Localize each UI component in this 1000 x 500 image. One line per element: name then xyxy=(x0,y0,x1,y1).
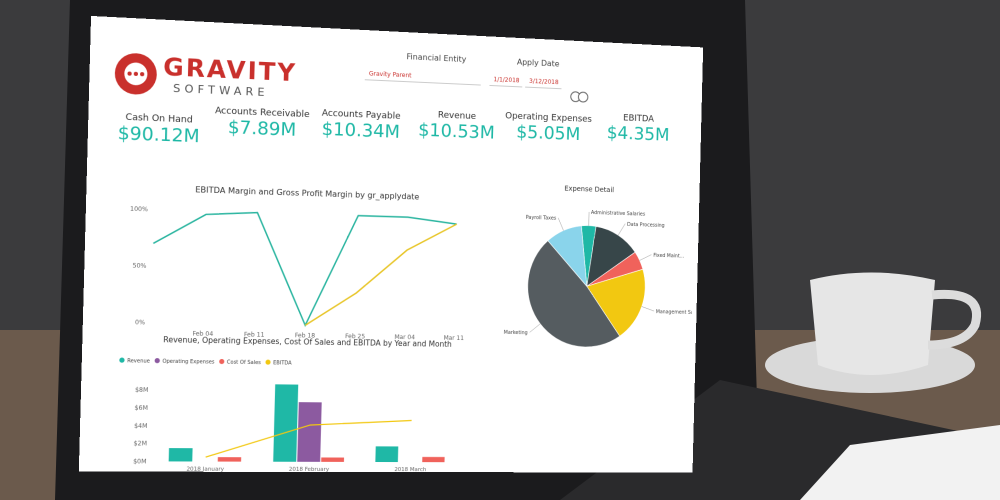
cup xyxy=(810,272,935,375)
legend-label: Cost Of Sales xyxy=(227,360,262,367)
slice-label: Fixed Maint... xyxy=(653,253,684,260)
x-tick-label: Feb 04 xyxy=(192,330,213,337)
x-tick-label: Mar 11 xyxy=(444,335,465,342)
slice-label: Management Salari... xyxy=(656,309,696,316)
kpi: EBITDA $4.35M xyxy=(593,112,683,146)
y-tick-label: $2M xyxy=(133,440,147,447)
bar xyxy=(422,456,445,463)
date-slider[interactable] xyxy=(569,90,592,105)
x-tick-label: Mar 04 xyxy=(394,334,415,341)
line-series xyxy=(305,220,457,328)
legend-swatch xyxy=(119,357,125,363)
entity-dropdown[interactable]: Gravity Parent xyxy=(364,68,482,86)
pie-slice xyxy=(526,240,622,347)
pie-slice xyxy=(586,268,646,337)
legend-swatch xyxy=(219,358,225,365)
date-end[interactable]: 3/12/2018 xyxy=(525,75,562,90)
legend-label: Operating Expenses xyxy=(162,359,215,366)
leader-line xyxy=(530,324,541,333)
y-tick-label: 100% xyxy=(130,206,148,214)
kpi-value: $5.05M xyxy=(515,121,581,145)
kpi-value: $10.53M xyxy=(417,119,496,144)
x-tick-label: 2018 January xyxy=(186,467,225,473)
y-tick-label: $4M xyxy=(134,423,148,430)
slice-label: Marketing xyxy=(504,330,528,336)
x-tick-label: Feb 11 xyxy=(244,331,265,338)
chart-title: EBITDA Margin and Gross Profit Margin by… xyxy=(195,184,419,201)
bar xyxy=(273,384,299,462)
bar xyxy=(375,446,399,463)
kpi: Revenue $10.53M xyxy=(410,109,503,144)
bar xyxy=(297,402,322,462)
kpi-value: $7.89M xyxy=(227,116,297,141)
y-tick-label: 0% xyxy=(135,319,145,326)
notebook xyxy=(800,425,1000,500)
y-tick-label: 50% xyxy=(132,262,146,269)
y-tick-label: $0M xyxy=(133,458,147,465)
chart-title: Revenue, Operating Expenses, Cost Of Sal… xyxy=(163,335,452,349)
y-tick-label: $8M xyxy=(135,387,149,394)
legend-swatch xyxy=(154,358,160,364)
pie-slice xyxy=(547,225,589,286)
filter-label: Financial Entity xyxy=(406,52,467,65)
cup-handle xyxy=(927,289,981,350)
kpi: Accounts Receivable $7.89M xyxy=(213,106,311,141)
leader-line xyxy=(618,223,625,235)
pie-chart: Expense Detail Administrative Salaries Dat… xyxy=(504,184,696,400)
bar xyxy=(168,448,193,462)
pie-slice xyxy=(580,225,596,286)
legend-label: EBITDA xyxy=(273,360,292,366)
line-chart: EBITDA Margin and Gross Profit Margin by… xyxy=(130,184,465,342)
legend-label: Revenue xyxy=(127,358,150,364)
slice-label: Data Processing xyxy=(627,222,665,229)
slice-label: Payroll Taxes xyxy=(526,215,557,222)
leader-line xyxy=(640,254,652,260)
logo-icon xyxy=(114,52,158,96)
kpi: Accounts Payable $10.34M xyxy=(313,108,408,143)
x-tick-label: Feb 25 xyxy=(345,333,365,340)
kpi-value: $90.12M xyxy=(117,122,200,148)
legend-swatch xyxy=(265,359,271,365)
y-tick-label: $6M xyxy=(134,405,148,412)
x-tick-label: Feb 18 xyxy=(295,332,316,339)
bar xyxy=(217,457,242,462)
bar xyxy=(321,457,345,462)
kpi-value: $4.35M xyxy=(606,122,670,146)
leader-line xyxy=(558,218,564,231)
filter-label: Apply Date xyxy=(516,57,560,69)
kpi: Operating Expenses $5.05M xyxy=(503,111,594,145)
chart-title: Expense Detail xyxy=(564,184,614,194)
date-start[interactable]: 1/1/2018 xyxy=(489,74,523,88)
slice-label: Administrative Salaries xyxy=(591,210,646,218)
x-tick-label: 2018 February xyxy=(289,467,330,472)
dashboard-screen: GRAVITY SOFTWARE Financial Entity Gravit… xyxy=(78,15,704,473)
kpi-value: $10.34M xyxy=(321,118,401,143)
leader-line xyxy=(642,307,655,312)
kpi: Cash On Hand $90.12M xyxy=(109,112,209,148)
bar-chart: Revenue, Operating Expenses, Cost Of Sal… xyxy=(119,335,452,473)
x-tick-label: 2018 March xyxy=(394,467,427,472)
line-series xyxy=(151,209,457,328)
